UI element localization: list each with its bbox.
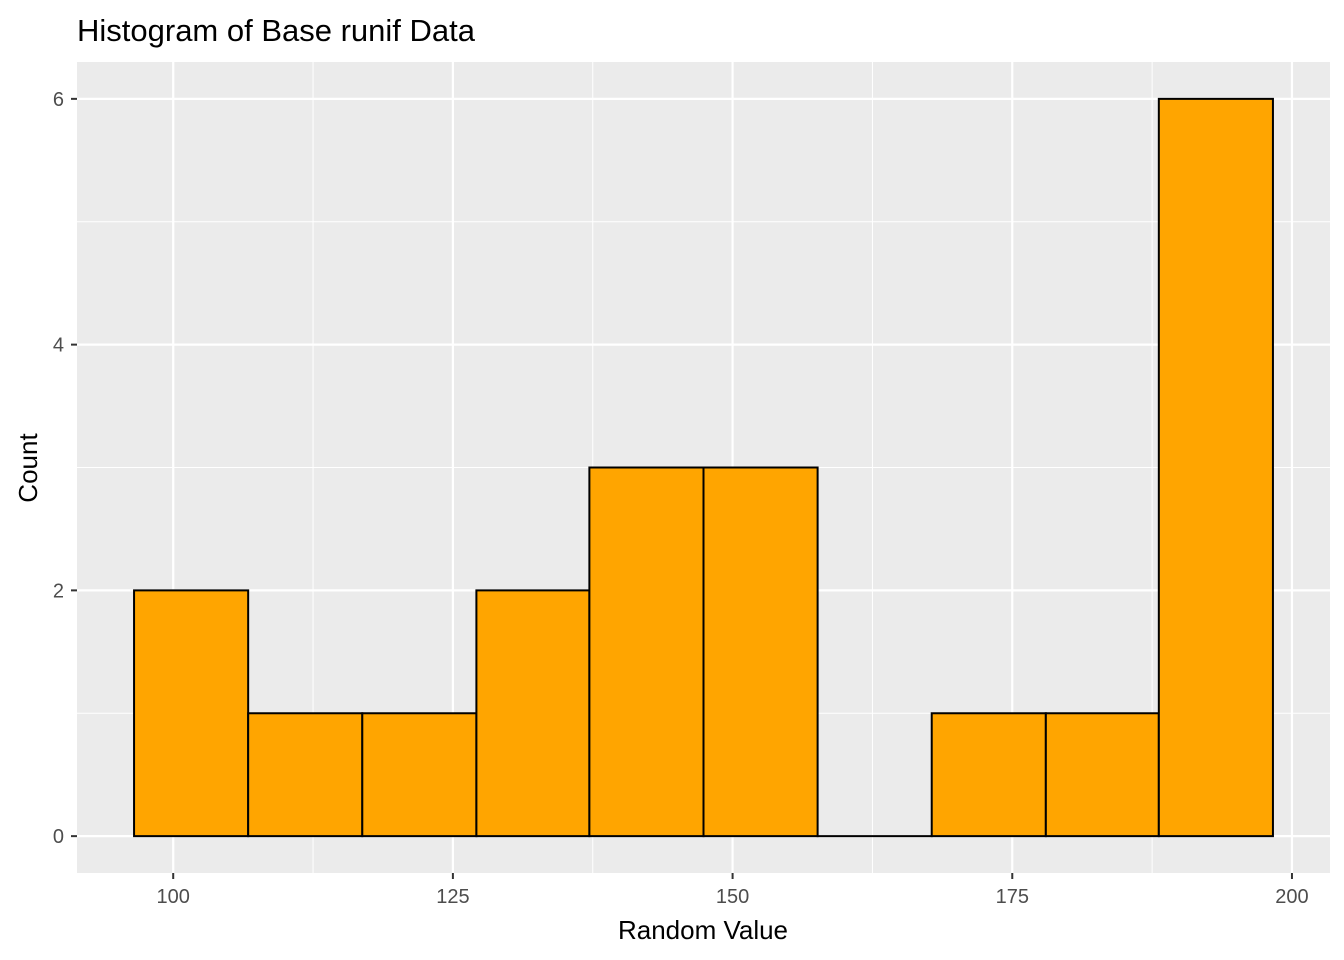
axes: 100 125 150 175 200 0 2 4 6: [53, 89, 1309, 908]
y-tick-label: 0: [53, 826, 64, 848]
histogram-bars: [133, 97, 1274, 838]
y-tick-label: 4: [53, 335, 64, 357]
histogram-bar: [930, 712, 1047, 838]
x-tick-label: 125: [436, 886, 469, 908]
x-tick-label: 100: [157, 886, 190, 908]
histogram-bar: [133, 589, 250, 838]
histogram-bar: [1157, 97, 1274, 838]
histogram-bar: [475, 589, 591, 838]
histogram-bar: [588, 466, 705, 838]
chart-title: Histogram of Base runif Data: [77, 13, 476, 48]
x-tick-label: 175: [996, 886, 1029, 908]
histogram-bar: [247, 712, 364, 838]
x-tick-label: 200: [1275, 886, 1308, 908]
histogram-bar: [361, 712, 478, 838]
y-axis-title: Count: [13, 433, 43, 503]
x-tick-label: 150: [716, 886, 749, 908]
histogram-bar: [1044, 712, 1160, 838]
y-tick-label: 2: [53, 580, 64, 602]
y-tick-label: 6: [53, 89, 64, 111]
histogram-bar: [702, 466, 819, 838]
x-axis-title: Random Value: [618, 915, 788, 945]
